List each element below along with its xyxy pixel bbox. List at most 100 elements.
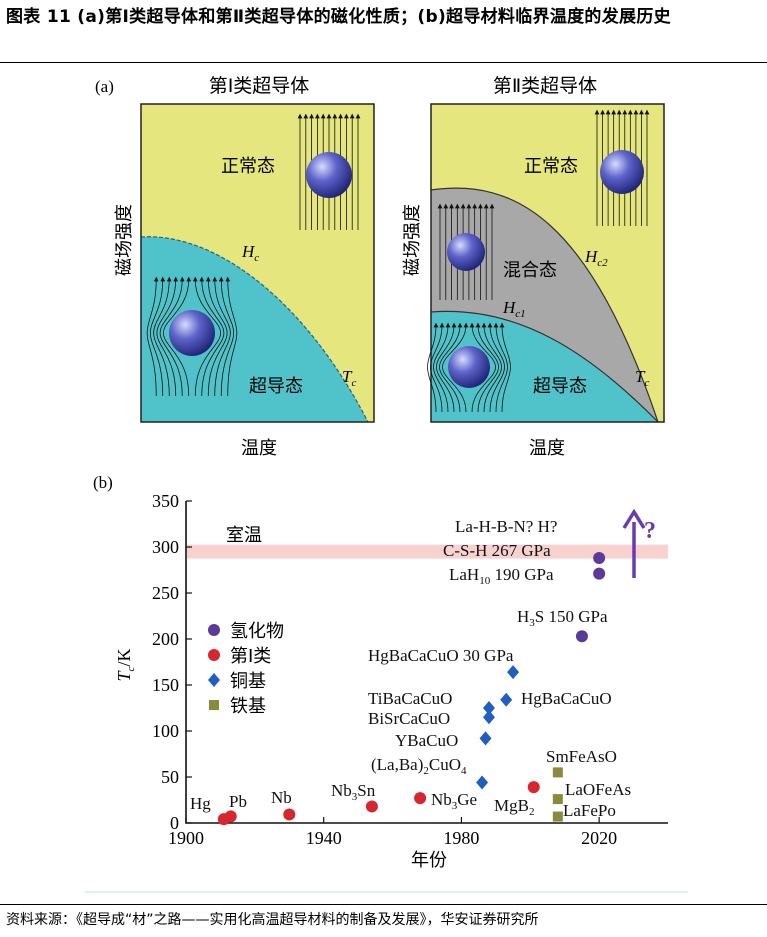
legend-marker — [208, 624, 220, 636]
type2-hc1-curve — [430, 310, 659, 423]
field-line — [430, 322, 445, 413]
y-tick-label: 300 — [152, 537, 179, 557]
chart-annotation: HgBaCaCuO — [521, 689, 612, 708]
field-line — [493, 322, 508, 413]
type1-title: 第Ⅰ类超导体 — [209, 75, 310, 97]
chart-annotation: (La,Ba)2CuO4 — [371, 755, 467, 777]
legend-label: 第Ⅰ类 — [230, 646, 271, 667]
data-point — [593, 567, 606, 580]
data-point — [552, 811, 563, 822]
type2-expelled-field-lines — [427, 322, 511, 413]
data-point — [482, 701, 495, 715]
y-tick-label: 350 — [152, 491, 179, 511]
chart-annotation: La-H-B-N? H? — [455, 517, 557, 536]
chart-annotation: LaH10 190 GPa — [449, 565, 554, 587]
type1-sc-label: 超导态 — [249, 376, 303, 397]
field-line — [481, 322, 502, 413]
type1-hc-curve — [140, 236, 369, 423]
type2-mixed-label: 混合态 — [503, 260, 557, 281]
legend-label: 氢化物 — [230, 621, 284, 642]
field-line — [162, 276, 192, 397]
type1-hc-label: Hc — [241, 242, 259, 264]
data-point — [593, 552, 606, 565]
field-line — [149, 276, 166, 397]
field-line — [475, 322, 499, 413]
legend-marker — [208, 673, 220, 687]
chart-annotation: Nb3Sn — [331, 781, 376, 803]
x-tick-label: 1980 — [443, 828, 479, 848]
source-note: 资料来源：《超导成“材”之路——实用化高温超导材料的制备及发展》，华安证券研究所 — [6, 912, 539, 928]
data-point — [414, 792, 427, 805]
panel-a-label: (a) — [95, 77, 114, 96]
legend-label: 铁基 — [230, 696, 266, 717]
data-point — [283, 808, 296, 821]
type1-xlabel: 温度 — [241, 438, 277, 459]
type1-normal-label: 正常态 — [221, 156, 275, 177]
y-tick-label: 50 — [161, 767, 179, 787]
chart-annotation: Nb3Ge — [431, 790, 477, 812]
chart-annotation: MgB2 — [494, 796, 534, 818]
data-point — [365, 800, 378, 813]
data-point — [500, 692, 513, 707]
field-line — [146, 276, 159, 397]
chart-annotation: LaFePo — [563, 801, 616, 820]
field-line — [436, 322, 457, 413]
type1-tc-label: Tc — [342, 367, 356, 389]
y-tick-label: 200 — [152, 629, 179, 649]
field-line — [499, 322, 511, 413]
type1-sc-sphere — [169, 310, 215, 356]
data-point — [476, 775, 489, 790]
type1-normal-sphere — [306, 152, 352, 198]
x-tick-label: 1940 — [306, 828, 342, 848]
chart-xlabel: 年份 — [411, 850, 447, 871]
data-point — [527, 781, 540, 794]
type2-mixed-sphere — [447, 233, 485, 271]
chart-annotation: SmFeAsO — [546, 747, 617, 766]
y-tick-label: 250 — [152, 583, 179, 603]
panel-a-ylabel-right: 磁场强度 — [402, 204, 423, 276]
source-divider — [0, 904, 767, 905]
field-line — [153, 276, 172, 397]
chart-annotation: Nb — [271, 788, 292, 807]
type2-normal-sphere — [600, 150, 644, 194]
chart-annotation: BiSrCaCuO — [368, 709, 450, 728]
field-line — [156, 276, 179, 397]
type2-xlabel: 温度 — [529, 438, 565, 459]
chart-annotation: Hg — [190, 794, 211, 813]
type2-title: 第Ⅱ类超导体 — [493, 75, 597, 97]
title-divider — [0, 62, 767, 63]
data-point — [224, 810, 237, 823]
field-line — [487, 322, 505, 413]
type1-expelled-field-lines — [146, 276, 238, 397]
chart-annotation: ? — [644, 518, 656, 544]
type2-normal-label: 正常态 — [524, 156, 578, 177]
y-tick-label: 100 — [152, 721, 179, 741]
chart-annotation: HgBaCaCuO 30 GPa — [368, 646, 514, 665]
data-point — [552, 767, 563, 778]
field-line — [205, 276, 228, 397]
chart-annotation: Pb — [229, 792, 247, 811]
data-point — [575, 630, 588, 643]
field-line — [439, 322, 463, 413]
x-tick-label: 2020 — [581, 828, 617, 848]
field-line — [159, 276, 185, 397]
figure-title: 图表 11 (a)第Ⅰ类超导体和第Ⅱ类超导体的磁化性质；(b)超导材料临界温度的… — [6, 7, 671, 27]
chart-ylabel: Tc/K — [114, 649, 137, 682]
y-tick-label: 0 — [170, 813, 179, 833]
tc-history-chart: 0 50 100 150 200 250 300 350 1900 1940 1980 2020 室温氢… — [152, 491, 668, 848]
field-line — [218, 276, 235, 397]
field-line — [192, 276, 222, 397]
data-point — [552, 794, 563, 805]
data-point — [482, 710, 495, 725]
room-temperature-band — [187, 544, 668, 559]
data-point — [479, 731, 492, 746]
panel-b-label: (b) — [93, 473, 113, 492]
chart-annotation: TiBaCaCuO — [368, 689, 452, 708]
data-point — [507, 665, 520, 680]
chart-annotation: H3S 150 GPa — [517, 607, 608, 629]
type2-hc2-curve — [430, 187, 659, 423]
field-line — [433, 322, 451, 413]
legend-marker — [208, 649, 220, 661]
panel-a-ylabel-left: 磁场强度 — [114, 204, 135, 276]
